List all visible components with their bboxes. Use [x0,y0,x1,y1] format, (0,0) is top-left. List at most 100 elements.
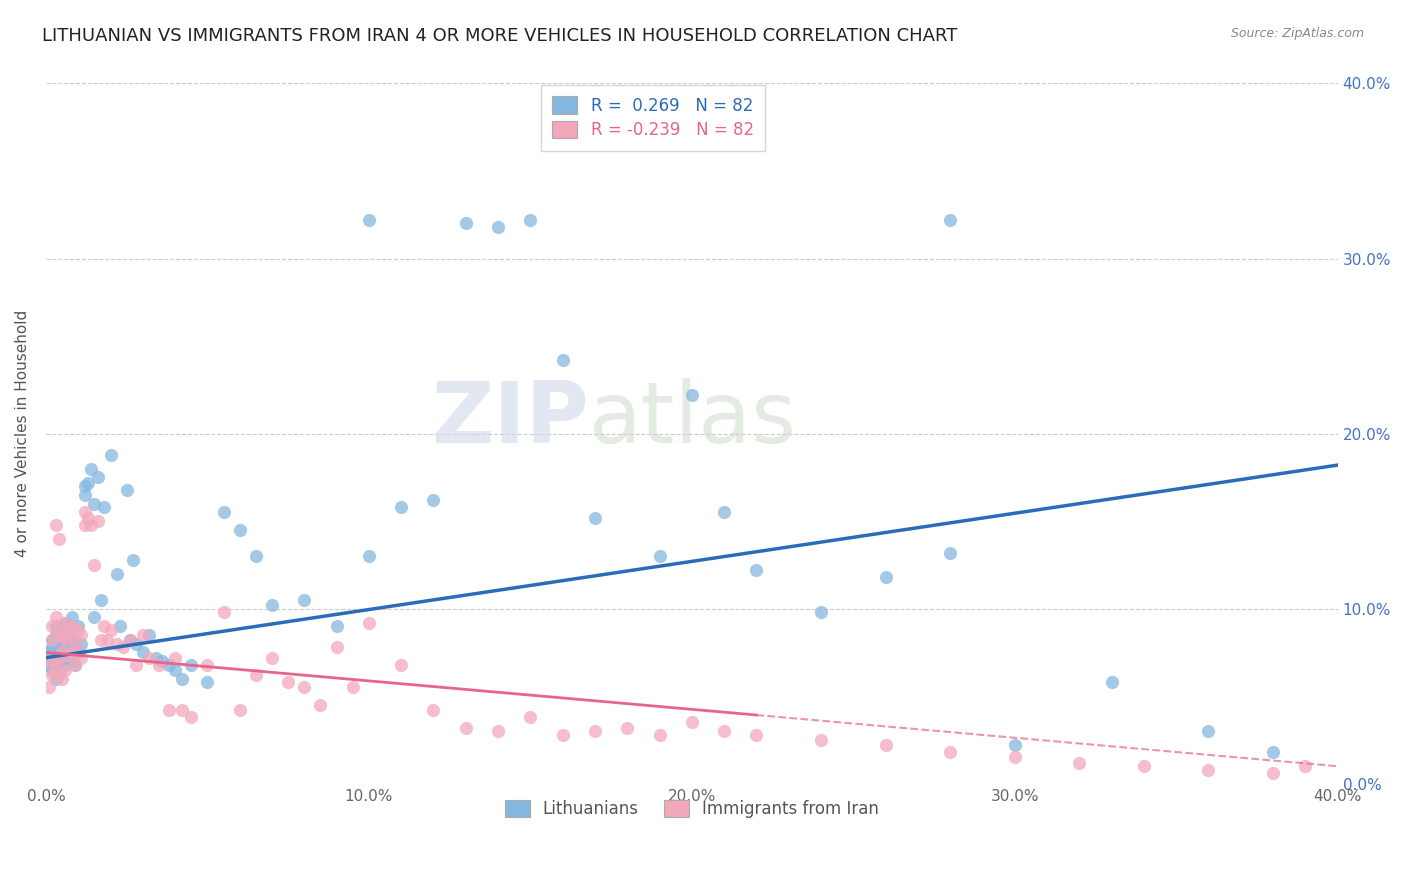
Point [53,615,76,630]
Point [1101,675,1123,690]
Point [170,703,193,717]
Point [45,619,67,633]
Point [713,505,735,519]
Point [389,657,412,672]
Legend: Lithuanians, Immigrants from Iran: Lithuanians, Immigrants from Iran [498,793,886,824]
Point [58,628,80,642]
Point [180,710,202,724]
Point [53,637,76,651]
Point [939,213,962,227]
Point [118,633,141,648]
Point [180,657,202,672]
Point [583,510,606,524]
Point [145,650,167,665]
Point [165,663,187,677]
Point [551,728,574,742]
Point [165,650,187,665]
Point [100,448,122,462]
Point [357,549,380,563]
Point [197,657,219,672]
Point [157,703,180,717]
Point [41,640,63,655]
Point [486,724,509,739]
Point [1069,756,1091,770]
Point [292,681,315,695]
Point [70,637,93,651]
Point [86,514,108,528]
Point [63,633,86,648]
Point [60,640,83,655]
Point [58,623,80,637]
Point [245,549,267,563]
Point [96,633,118,648]
Point [125,657,148,672]
Point [51,654,73,668]
Point [157,657,180,672]
Point [73,479,96,493]
Point [53,657,76,672]
Point [58,648,80,663]
Point [228,523,250,537]
Point [41,633,63,648]
Point [38,657,60,672]
Point [93,500,115,515]
Point [83,610,105,624]
Point [1198,724,1220,739]
Point [41,633,63,648]
Point [48,640,70,655]
Point [67,623,90,637]
Point [48,532,70,546]
Point [875,570,897,584]
Point [745,563,768,577]
Point [86,470,108,484]
Point [325,640,347,655]
Point [132,628,155,642]
Point [60,610,83,624]
Point [713,724,735,739]
Point [45,628,67,642]
Point [551,353,574,368]
Point [67,645,90,659]
Point [105,637,128,651]
Point [63,657,86,672]
Point [100,623,122,637]
Point [67,619,90,633]
Point [45,672,67,686]
Point [45,663,67,677]
Point [309,698,332,712]
Point [60,619,83,633]
Text: atlas: atlas [589,378,796,461]
Point [45,610,67,624]
Point [73,505,96,519]
Point [810,733,832,747]
Point [197,675,219,690]
Point [681,715,703,730]
Point [48,668,70,682]
Point [1294,759,1316,773]
Point [810,605,832,619]
Point [41,668,63,682]
Point [48,623,70,637]
Point [83,558,105,572]
Point [51,672,73,686]
Point [132,645,155,659]
Point [389,500,412,515]
Point [357,615,380,630]
Point [260,650,283,665]
Y-axis label: 4 or more Vehicles in Household: 4 or more Vehicles in Household [15,310,30,558]
Point [1198,763,1220,777]
Point [148,657,170,672]
Point [422,493,444,508]
Point [51,633,73,648]
Point [745,728,768,742]
Point [51,623,73,637]
Point [422,703,444,717]
Point [70,628,93,642]
Point [519,213,541,227]
Point [170,672,193,686]
Point [58,645,80,659]
Point [41,619,63,633]
Point [875,738,897,752]
Point [1004,738,1026,752]
Point [48,650,70,665]
